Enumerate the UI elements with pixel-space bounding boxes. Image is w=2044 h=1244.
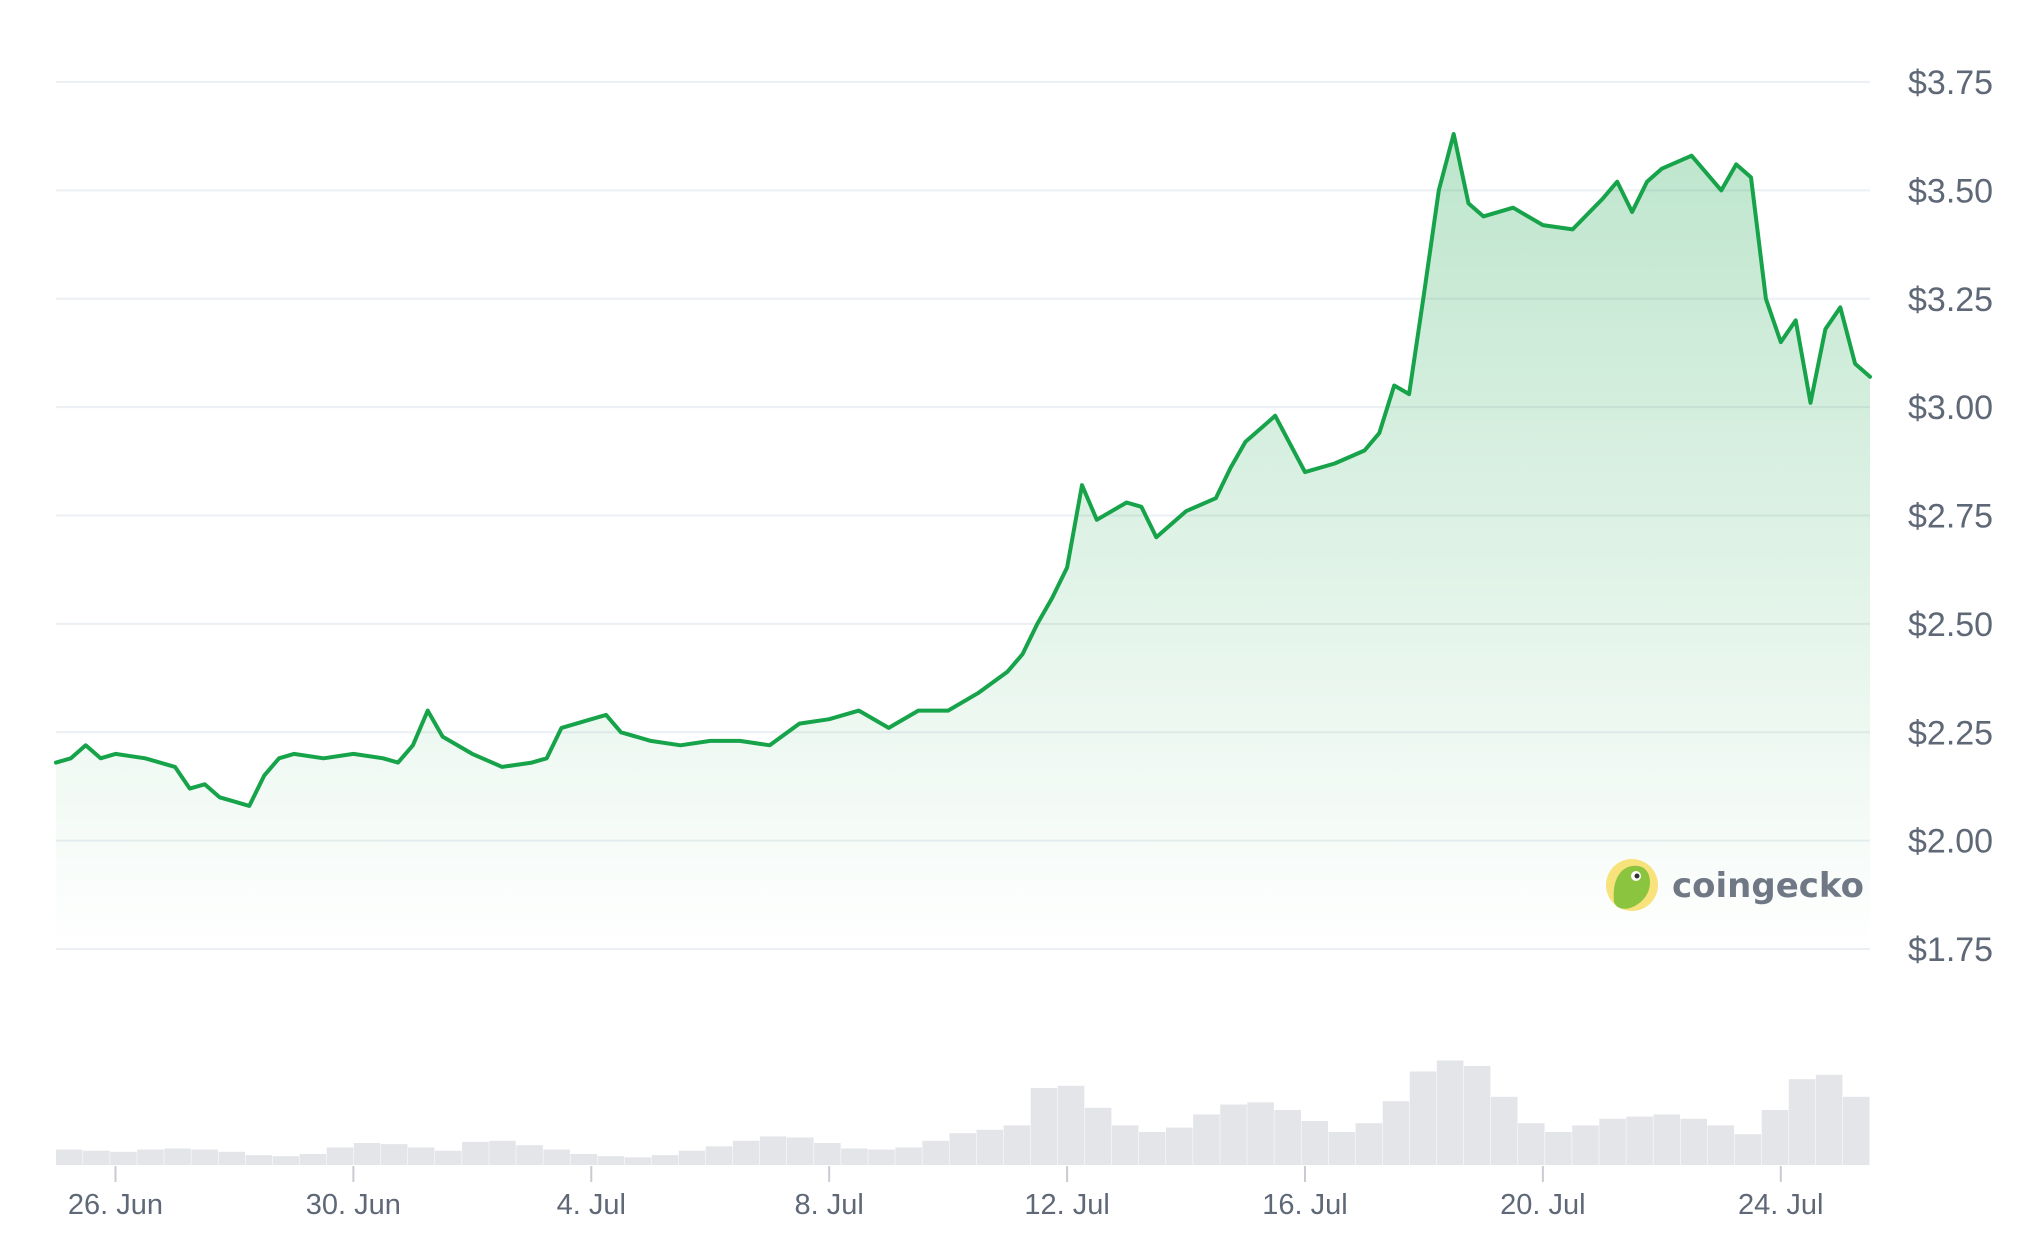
y-tick-label: $3.75 bbox=[1908, 64, 1993, 102]
volume-bar bbox=[489, 1140, 516, 1165]
volume-bar bbox=[1166, 1127, 1193, 1165]
volume-bar bbox=[380, 1144, 408, 1165]
y-tick-label: $3.00 bbox=[1908, 389, 1993, 427]
volume-bar bbox=[1301, 1121, 1329, 1165]
volume-bar bbox=[895, 1147, 922, 1165]
y-tick-label: $3.50 bbox=[1908, 172, 1993, 210]
volume-bar bbox=[1788, 1079, 1816, 1165]
x-tick-label: 8. Jul bbox=[795, 1189, 864, 1221]
volume-bar bbox=[1057, 1085, 1085, 1165]
y-tick-label: $2.25 bbox=[1908, 714, 1993, 752]
volume-bar bbox=[218, 1151, 246, 1165]
volume-bar bbox=[1599, 1118, 1626, 1165]
volume-bar bbox=[1653, 1114, 1680, 1165]
volume-bar bbox=[1680, 1118, 1708, 1165]
volume-bar bbox=[732, 1140, 760, 1165]
volume-bar bbox=[1815, 1074, 1843, 1165]
y-tick-label: $2.75 bbox=[1908, 498, 1993, 536]
brand-name: coingecko bbox=[1672, 866, 1864, 906]
volume-bar bbox=[83, 1150, 110, 1165]
volume-bar bbox=[1463, 1066, 1491, 1165]
coingecko-watermark: coingecko bbox=[1606, 859, 1864, 911]
x-tick-label: 24. Jul bbox=[1738, 1189, 1823, 1221]
volume-bar bbox=[326, 1147, 354, 1165]
volume-bar bbox=[651, 1155, 679, 1165]
volume-bar bbox=[1572, 1125, 1599, 1165]
volume-bar bbox=[1111, 1125, 1139, 1165]
volume-bar bbox=[299, 1154, 327, 1165]
volume-bar bbox=[1518, 1123, 1545, 1165]
gecko-logo-icon bbox=[1606, 859, 1658, 911]
volume-bar bbox=[407, 1147, 435, 1165]
volume-bar bbox=[56, 1149, 83, 1165]
volume-bar bbox=[137, 1149, 164, 1165]
volume-bar bbox=[1409, 1071, 1437, 1165]
volume-bar bbox=[543, 1149, 570, 1165]
x-tick-label: 16. Jul bbox=[1262, 1189, 1347, 1221]
volume-bar bbox=[624, 1157, 652, 1165]
price-area-fill bbox=[56, 134, 1870, 949]
volume-bar bbox=[1328, 1132, 1356, 1165]
volume-bar bbox=[759, 1136, 787, 1165]
volume-bar bbox=[597, 1156, 625, 1165]
volume-bar bbox=[1842, 1096, 1870, 1165]
volume-bar bbox=[191, 1149, 218, 1165]
x-tick-label: 30. Jun bbox=[306, 1189, 401, 1221]
x-tick-label: 4. Jul bbox=[557, 1189, 626, 1221]
volume-bar bbox=[245, 1155, 273, 1165]
volume-bar bbox=[1734, 1134, 1762, 1165]
volume-bar bbox=[1247, 1102, 1274, 1165]
volume-bar bbox=[949, 1133, 977, 1165]
volume-bar bbox=[976, 1129, 1004, 1165]
price-line bbox=[54, 132, 1872, 808]
volume-bar bbox=[922, 1140, 949, 1165]
volume-bar bbox=[1084, 1107, 1112, 1165]
volume-bar bbox=[705, 1146, 733, 1165]
y-axis: $1.75 $2.00 $2.25 $2.50 $2.75 $3.00 $3.25 $3.50… bbox=[1908, 64, 1993, 969]
volume-bar bbox=[1355, 1123, 1383, 1165]
volume-bar bbox=[1138, 1132, 1166, 1165]
volume-bar bbox=[353, 1143, 381, 1165]
volume-bar bbox=[435, 1150, 462, 1165]
volume-bar bbox=[1274, 1110, 1301, 1165]
volume-bar bbox=[164, 1148, 191, 1165]
x-tick-label: 26. Jun bbox=[68, 1189, 163, 1221]
volume-bar bbox=[1490, 1096, 1518, 1165]
volume-bar bbox=[868, 1149, 895, 1165]
y-tick-label: $3.25 bbox=[1908, 281, 1993, 319]
volume-bar bbox=[1626, 1116, 1653, 1165]
volume-bar bbox=[1030, 1088, 1058, 1165]
volume-bar bbox=[814, 1143, 841, 1165]
volume-bar bbox=[787, 1137, 814, 1165]
volume-bar bbox=[678, 1150, 706, 1165]
y-tick-label: $2.00 bbox=[1908, 823, 1993, 861]
volume-bar bbox=[1707, 1125, 1735, 1165]
volume-bar bbox=[1220, 1104, 1247, 1165]
volume-bar bbox=[1003, 1125, 1031, 1165]
volume-bar bbox=[1761, 1110, 1789, 1165]
y-tick-label: $2.50 bbox=[1908, 606, 1993, 644]
x-axis: 26. Jun 30. Jun 4. Jul 8. Jul 12. Jul 16. Jul… bbox=[68, 1166, 1824, 1221]
volume-bar bbox=[570, 1154, 597, 1165]
volume-bar bbox=[462, 1141, 489, 1165]
volume-bar bbox=[110, 1151, 137, 1165]
volume-bar bbox=[1193, 1114, 1220, 1165]
volume-bar bbox=[841, 1148, 868, 1165]
volume-bar bbox=[1382, 1101, 1410, 1165]
x-tick-label: 20. Jul bbox=[1500, 1189, 1585, 1221]
volume-bar bbox=[516, 1145, 543, 1165]
volume-bar bbox=[1436, 1060, 1464, 1165]
volume-bar bbox=[272, 1156, 300, 1165]
volume-bar bbox=[1545, 1132, 1572, 1165]
x-tick-label: 12. Jul bbox=[1024, 1189, 1109, 1221]
volume-bars bbox=[56, 1060, 1870, 1165]
y-tick-label: $1.75 bbox=[1908, 931, 1993, 969]
